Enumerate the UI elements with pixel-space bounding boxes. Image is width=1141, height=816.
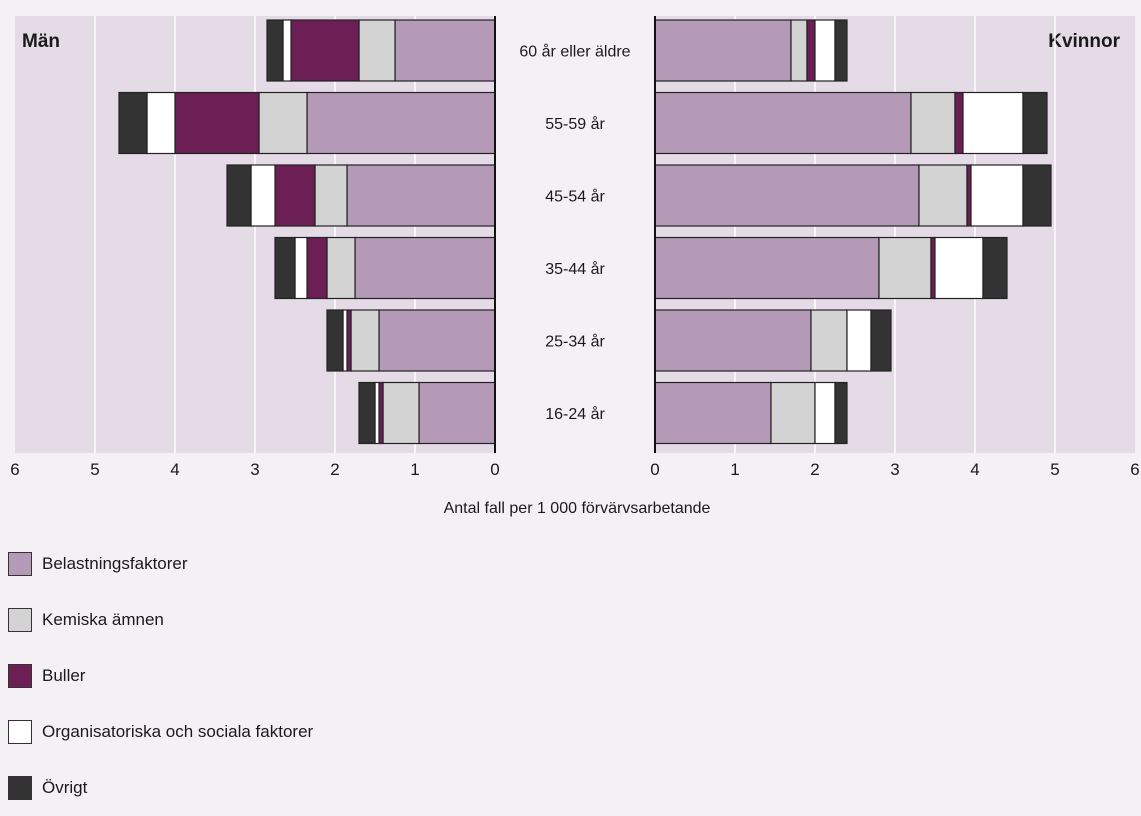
women-bar-segment bbox=[790, 19, 808, 82]
women-tick-label: 5 bbox=[1050, 460, 1059, 479]
men-bar-segment bbox=[274, 236, 296, 300]
men-bar-segment bbox=[358, 381, 376, 445]
women-bar-segment bbox=[934, 236, 984, 300]
legend-swatch-buller bbox=[8, 664, 32, 688]
men-bar-segment bbox=[342, 309, 348, 372]
men-bar-segment bbox=[282, 19, 292, 82]
women-tick-label: 4 bbox=[970, 460, 979, 479]
legend-swatch-organisatoriska bbox=[8, 720, 32, 744]
women-bar-segment bbox=[654, 309, 812, 372]
men-bar-segment bbox=[274, 164, 316, 227]
women-bar-segment bbox=[870, 309, 892, 372]
women-bar-segment bbox=[878, 236, 932, 300]
women-bar-segment bbox=[962, 91, 1024, 155]
category-label: 45-54 år bbox=[545, 188, 605, 206]
men-bar-segment bbox=[394, 19, 496, 82]
women-panel-label: Kvinnor bbox=[1048, 31, 1120, 52]
men-bar-segment bbox=[226, 164, 252, 227]
men-bar-segment bbox=[314, 164, 348, 227]
women-tick-label: 3 bbox=[890, 460, 899, 479]
category-label: 16-24 år bbox=[545, 405, 605, 423]
women-bar-segment bbox=[806, 19, 816, 82]
men-tick-label: 5 bbox=[90, 460, 99, 479]
men-bar-segment bbox=[118, 91, 148, 155]
legend-item: Övrigt bbox=[8, 760, 313, 816]
women-bar-segment bbox=[1022, 164, 1052, 227]
men-bar-segment bbox=[378, 309, 496, 372]
men-tick-label: 4 bbox=[170, 460, 179, 479]
women-bar-segment bbox=[810, 309, 848, 372]
pyramid-chart: Män Kvinnor Antal fall per 1 000 förvärv… bbox=[10, 16, 1140, 517]
men-bar-segment bbox=[326, 309, 344, 372]
legend-label: Organisatoriska och sociala faktorer bbox=[42, 722, 314, 741]
men-tick-label: 3 bbox=[250, 460, 259, 479]
men-tick-label: 6 bbox=[10, 460, 19, 479]
men-bar-segment bbox=[146, 91, 176, 155]
legend-swatch-kemiska-amnen bbox=[8, 608, 32, 632]
men-bar-segment bbox=[374, 381, 380, 445]
legend-label: Belastningsfaktorer bbox=[42, 554, 188, 573]
legend-swatch-belastningsfaktorer bbox=[8, 552, 32, 576]
women-tick-label: 6 bbox=[1130, 460, 1139, 479]
women-bar-segment bbox=[846, 309, 872, 372]
women-bar-segment bbox=[770, 381, 816, 445]
men-tick-label: 0 bbox=[490, 460, 499, 479]
women-tick-label: 1 bbox=[730, 460, 739, 479]
legend-item: Belastningsfaktorer bbox=[8, 536, 313, 592]
men-bar-segment bbox=[350, 309, 380, 372]
men-bar-segment bbox=[418, 381, 496, 445]
legend-label: Buller bbox=[42, 666, 86, 685]
legend-item: Buller bbox=[8, 648, 313, 704]
men-bar-segment bbox=[250, 164, 276, 227]
women-bar-segment bbox=[954, 91, 964, 155]
chart-stage: Män Kvinnor Antal fall per 1 000 förvärv… bbox=[8, 16, 1140, 800]
women-bar-segment bbox=[1022, 91, 1048, 155]
women-bar-segment bbox=[834, 19, 848, 82]
x-axis-label: Antal fall per 1 000 förvärvsarbetande bbox=[444, 500, 711, 517]
women-bar-segment bbox=[814, 19, 836, 82]
women-bar-segment bbox=[654, 236, 880, 300]
women-tick-label: 0 bbox=[650, 460, 659, 479]
legend-item: Kemiska ämnen bbox=[8, 592, 313, 648]
women-bar-segment bbox=[654, 164, 920, 227]
legend: Belastningsfaktorer Kemiska ämnen Buller… bbox=[8, 536, 313, 816]
men-panel-label: Män bbox=[22, 31, 60, 52]
men-bar-segment bbox=[354, 236, 496, 300]
men-bar-segment bbox=[258, 91, 308, 155]
men-bar-segment bbox=[378, 381, 384, 445]
legend-item: Organisatoriska och sociala faktorer bbox=[8, 704, 313, 760]
men-bar-segment bbox=[306, 236, 328, 300]
category-label: 60 år eller äldre bbox=[519, 43, 630, 61]
category-label: 35-44 år bbox=[545, 260, 605, 278]
women-bar-segment bbox=[654, 91, 912, 155]
women-bar-segment bbox=[910, 91, 956, 155]
men-bar-segment bbox=[326, 236, 356, 300]
men-bar-segment bbox=[306, 91, 496, 155]
men-bar-segment bbox=[346, 164, 496, 227]
legend-label: Övrigt bbox=[42, 778, 88, 797]
men-bar-segment bbox=[294, 236, 308, 300]
men-tick-label: 1 bbox=[410, 460, 419, 479]
men-bar-segment bbox=[346, 309, 352, 372]
women-bar-segment bbox=[654, 381, 772, 445]
women-bar-segment bbox=[970, 164, 1024, 227]
women-tick-label: 2 bbox=[810, 460, 819, 479]
legend-label: Kemiska ämnen bbox=[42, 610, 164, 629]
men-bar-segment bbox=[290, 19, 360, 82]
men-bar-segment bbox=[382, 381, 420, 445]
women-bar-segment bbox=[654, 19, 792, 82]
women-bar-segment bbox=[814, 381, 836, 445]
category-label: 55-59 år bbox=[545, 115, 605, 133]
women-bar-segment bbox=[982, 236, 1008, 300]
women-bar-segment bbox=[918, 164, 968, 227]
women-bar-segment bbox=[834, 381, 848, 445]
men-bar-segment bbox=[358, 19, 396, 82]
men-tick-label: 2 bbox=[330, 460, 339, 479]
category-label: 25-34 år bbox=[545, 333, 605, 351]
men-bar-segment bbox=[266, 19, 284, 82]
men-bar-segment bbox=[174, 91, 260, 155]
